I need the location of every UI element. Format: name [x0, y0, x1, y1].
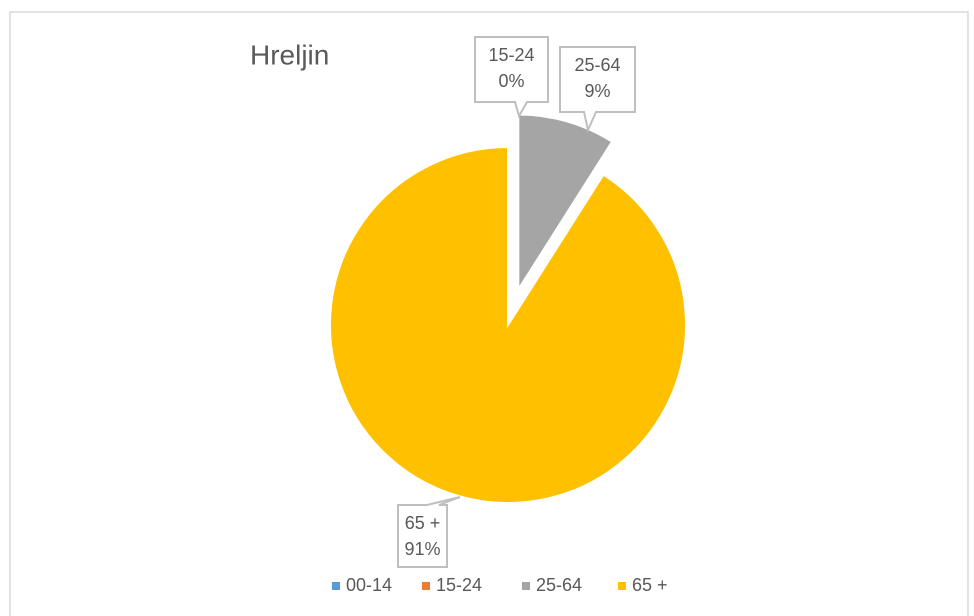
data-label-value: 0% — [498, 71, 524, 91]
data-label-value: 9% — [584, 81, 610, 101]
chart-border — [9, 11, 969, 616]
legend-label: 15-24 — [436, 575, 482, 595]
legend-swatch — [522, 582, 530, 590]
label-box — [474, 36, 549, 119]
data-label-category: 15-24 — [488, 45, 534, 65]
label-box — [397, 496, 461, 568]
legend-swatch — [332, 582, 340, 590]
data-label-category: 65 + — [405, 513, 441, 533]
label-box — [559, 46, 636, 134]
data-label-category: 25-64 — [574, 55, 620, 75]
legend-label: 65 + — [632, 575, 668, 595]
legend-swatch — [422, 582, 430, 590]
pie-slice — [329, 145, 687, 504]
data-label-value: 91% — [404, 539, 440, 559]
legend-label: 00-14 — [346, 575, 392, 595]
chart-title: Hreljin — [250, 39, 329, 70]
legend-swatch — [618, 582, 626, 590]
legend-label: 25-64 — [536, 575, 582, 595]
